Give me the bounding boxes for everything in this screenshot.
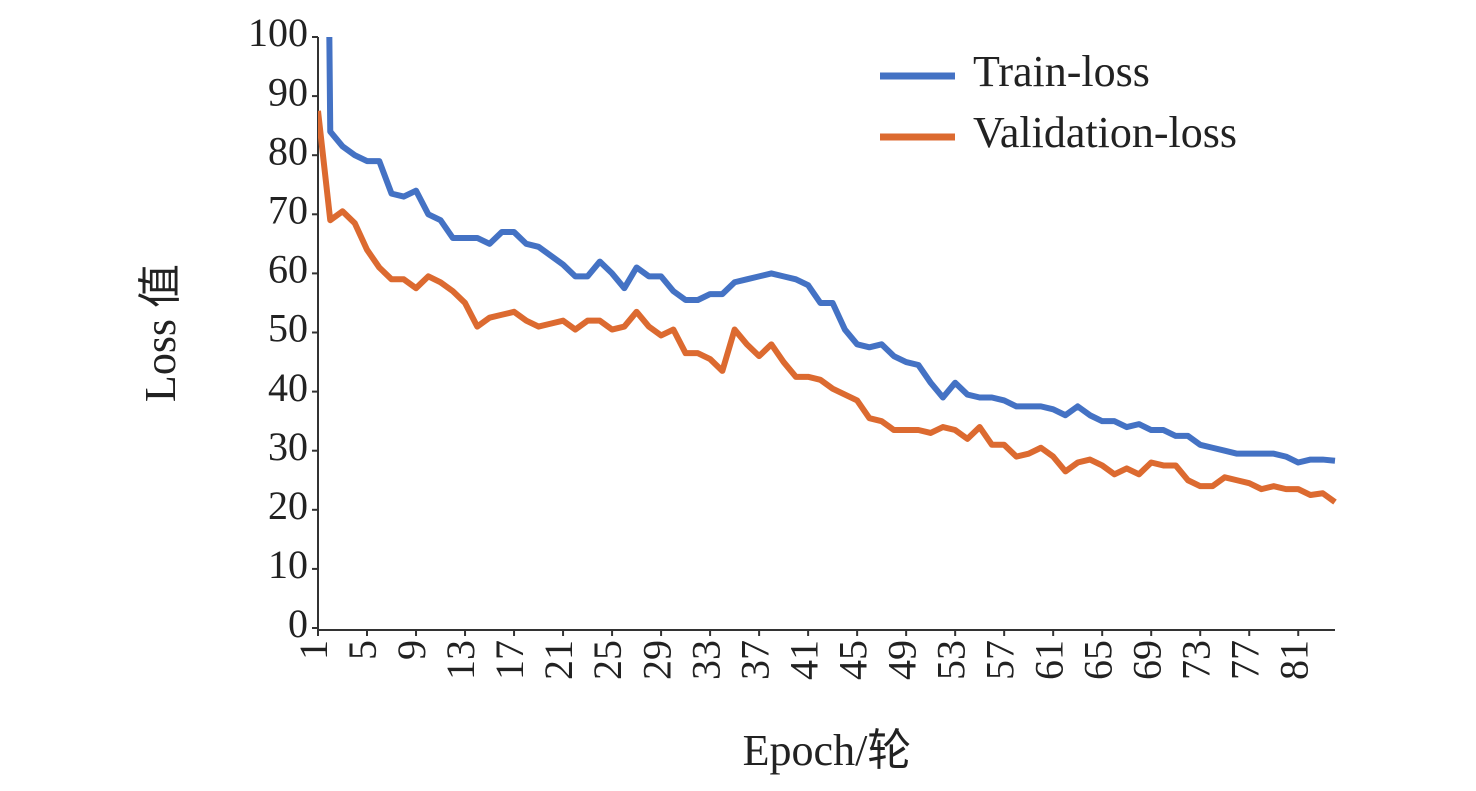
- x-tick-label: 61: [1026, 640, 1071, 680]
- x-tick-label: 17: [487, 640, 532, 680]
- x-tick-label: 69: [1124, 640, 1169, 680]
- x-tick-label: 9: [389, 640, 434, 660]
- x-tick-label: 21: [536, 640, 581, 680]
- x-tick-label: 49: [879, 640, 924, 680]
- y-tick-label: 70: [268, 187, 308, 232]
- x-tick-label: 45: [830, 640, 875, 680]
- y-tick-label: 80: [268, 128, 308, 173]
- x-tick-label: 5: [340, 640, 385, 660]
- y-tick-label: 30: [268, 424, 308, 469]
- x-tick-label: 77: [1222, 640, 1267, 680]
- legend-label: Train-loss: [973, 47, 1150, 96]
- x-tick-label: 53: [928, 640, 973, 680]
- y-tick-label: 60: [268, 247, 308, 292]
- plot-area: [318, 37, 1337, 505]
- y-tick-label: 40: [268, 365, 308, 410]
- x-tick-label: 33: [683, 640, 728, 680]
- x-tick-label: 65: [1075, 640, 1120, 680]
- y-tick-label: 10: [268, 542, 308, 587]
- x-tick-label: 41: [781, 640, 826, 680]
- x-tick-label: 1: [291, 640, 336, 660]
- x-tick-label: 37: [732, 640, 777, 680]
- x-tick-label: 13: [438, 640, 483, 680]
- y-tick-label: 0: [288, 601, 308, 646]
- y-tick-label: 20: [268, 483, 308, 528]
- x-tick-label: 57: [977, 640, 1022, 680]
- y-tick-label: 90: [268, 69, 308, 114]
- line-series: [318, 110, 1337, 505]
- x-tick-label: 81: [1271, 640, 1316, 680]
- legend-label: Validation-loss: [973, 108, 1237, 157]
- y-tick-label: 100: [248, 10, 308, 55]
- x-tick-label: 25: [585, 640, 630, 680]
- y-axis-label: Loss 值: [136, 264, 185, 402]
- line-series: [326, 37, 1336, 466]
- x-tick-label: 73: [1173, 640, 1218, 680]
- x-axis-label: Epoch/轮: [743, 726, 912, 775]
- x-tick-label: 29: [634, 640, 679, 680]
- y-tick-label: 50: [268, 306, 308, 351]
